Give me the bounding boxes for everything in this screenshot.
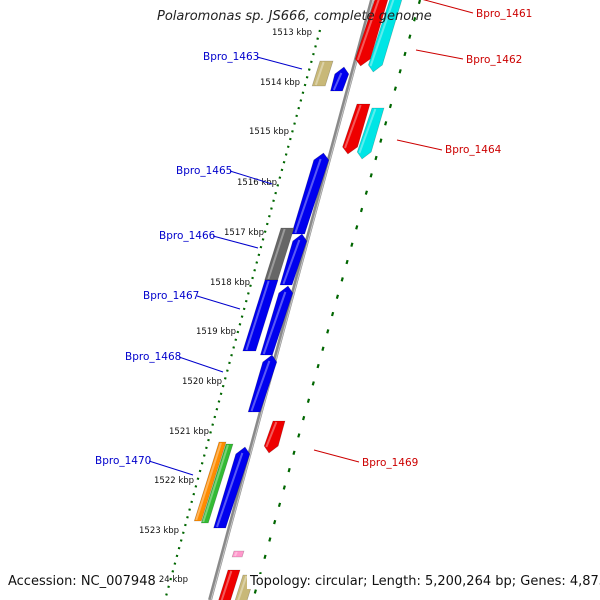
gene-highlight <box>234 551 238 557</box>
gene-feature <box>193 441 227 522</box>
gene-body <box>260 285 294 356</box>
gene-body <box>242 279 279 352</box>
gene-label: Bpro_1462 <box>466 54 522 66</box>
gene-highlight <box>356 0 380 61</box>
gene-feature <box>342 103 371 155</box>
gene-highlight <box>369 0 395 67</box>
gene-highlight <box>237 575 248 600</box>
gene-label-leader-line <box>396 139 443 151</box>
gene-feature <box>354 0 389 67</box>
gene-label: Bpro_1461 <box>476 8 532 20</box>
gene-label-leader-line <box>313 449 360 463</box>
gene-label-leader-line <box>229 170 273 185</box>
gene-label-leader-line <box>148 460 194 476</box>
scale-tick-label: 1516 kbp <box>237 178 277 188</box>
left-ruler-line <box>163 29 322 600</box>
gene-highlight <box>358 108 377 154</box>
gene-label-leader-line <box>256 56 303 70</box>
genome-summary-text: Topology: circular; Length: 5,200,264 bp… <box>247 574 600 589</box>
gene-highlight <box>195 442 222 521</box>
gene-label: Bpro_1463 <box>203 51 259 63</box>
gene-feature <box>311 60 334 87</box>
gene-label: Bpro_1467 <box>143 290 199 302</box>
gene-highlight <box>216 452 244 528</box>
scale-tick-label: 1523 kbp <box>139 526 179 536</box>
gene-highlight <box>282 239 301 285</box>
scale-tick-label: 1517 kbp <box>224 228 264 238</box>
gene-highlight <box>265 421 278 448</box>
gene-feature <box>368 0 403 73</box>
backbone-line <box>208 0 374 600</box>
gene-highlight <box>245 280 270 351</box>
gene-feature <box>279 233 308 286</box>
gene-body <box>193 441 227 522</box>
gene-label: Bpro_1470 <box>95 455 151 467</box>
scale-tick-label: 1521 kbp <box>169 427 209 437</box>
gene-highlight <box>332 72 343 91</box>
gene-body <box>200 443 234 524</box>
gene-label: Bpro_1466 <box>159 230 216 242</box>
gene-body <box>330 66 350 92</box>
gene-body <box>368 0 403 73</box>
scale-tick-label: 1522 kbp <box>154 476 194 486</box>
gene-highlight <box>267 228 286 280</box>
gene-feature <box>231 550 245 558</box>
backbone-highlight <box>210 0 374 600</box>
gene-label: Bpro_1465 <box>176 165 232 177</box>
gene-feature <box>242 279 279 352</box>
gene-label-leader-line <box>415 49 464 60</box>
gene-feature <box>213 446 251 529</box>
gene-feature <box>218 569 241 600</box>
gene-feature <box>356 107 385 160</box>
gene-body <box>247 354 278 413</box>
scale-tick-label: 1518 kbp <box>210 278 250 288</box>
gene-body <box>354 0 389 67</box>
gene-body <box>231 550 245 558</box>
gene-body <box>263 420 286 454</box>
gene-label-leader-line <box>422 0 474 14</box>
gene-body <box>218 569 241 600</box>
gene-body <box>311 60 334 87</box>
gene-label-leader-line <box>212 235 259 249</box>
gene-label: Bpro_1469 <box>362 457 418 469</box>
gene-label: Bpro_1464 <box>445 144 502 156</box>
scale-tick-label: 1520 kbp <box>182 377 222 387</box>
gene-highlight <box>262 291 287 355</box>
gene-body <box>342 103 371 155</box>
gene-feature <box>291 152 330 235</box>
scale-tick-label: 1519 kbp <box>196 327 236 337</box>
scale-tick-label: 1513 kbp <box>272 28 312 38</box>
gene-feature <box>260 285 294 356</box>
gene-feature <box>263 420 286 454</box>
gene-highlight <box>220 570 233 600</box>
gene-highlight <box>344 104 362 149</box>
gene-body <box>356 107 385 160</box>
gene-body <box>291 152 330 235</box>
gene-body <box>213 446 251 529</box>
gene-highlight <box>294 158 322 234</box>
page-title: Polaromonas sp. JS666, complete genome <box>157 9 432 24</box>
gene-feature <box>200 443 234 524</box>
gene-feature <box>330 66 350 92</box>
scale-tick-label: 1524 kbp <box>148 575 188 585</box>
gene-label-leader-line <box>196 295 241 310</box>
gene-highlight <box>202 444 229 523</box>
scale-tick-label: 1514 kbp <box>260 78 300 88</box>
accession-text: Accession: NC_007948 <box>8 574 159 589</box>
gene-highlight <box>314 61 325 86</box>
gene-feature <box>247 354 278 413</box>
scale-tick-label: 1515 kbp <box>249 127 289 137</box>
gene-highlight <box>250 360 271 412</box>
gene-body <box>279 233 308 286</box>
gene-label: Bpro_1468 <box>125 351 181 363</box>
gene-label-leader-line <box>178 356 224 373</box>
